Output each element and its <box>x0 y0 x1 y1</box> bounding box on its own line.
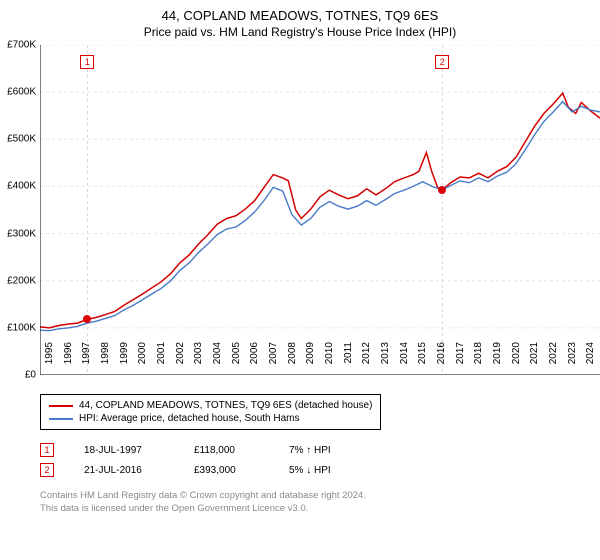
x-tick-label: 2014 <box>399 342 410 364</box>
footnote-line-1: Contains HM Land Registry data © Crown c… <box>40 490 366 503</box>
x-tick-label: 2004 <box>212 342 223 364</box>
x-tick-label: 2010 <box>324 342 335 364</box>
sales-price: £118,000 <box>194 445 289 456</box>
legend: 44, COPLAND MEADOWS, TOTNES, TQ9 6ES (de… <box>40 394 381 430</box>
y-tick-label: £100K <box>7 322 36 333</box>
sale-marker-dot <box>83 315 91 323</box>
x-tick-label: 1999 <box>119 342 130 364</box>
x-tick-label: 2018 <box>473 342 484 364</box>
y-tick-label: £600K <box>7 87 36 98</box>
x-tick-label: 2024 <box>585 342 596 364</box>
line-chart-svg <box>40 45 600 375</box>
legend-swatch <box>49 418 73 420</box>
chart-title: 44, COPLAND MEADOWS, TOTNES, TQ9 6ES <box>0 0 600 23</box>
y-tick-label: £300K <box>7 228 36 239</box>
x-tick-label: 2005 <box>231 342 242 364</box>
legend-swatch <box>49 405 73 407</box>
x-tick-label: 1998 <box>100 342 111 364</box>
x-tick-label: 2003 <box>193 342 204 364</box>
sales-delta: 5% ↓ HPI <box>289 465 379 476</box>
x-tick-label: 2021 <box>529 342 540 364</box>
y-tick-label: £0 <box>25 370 36 381</box>
footnote: Contains HM Land Registry data © Crown c… <box>40 490 366 516</box>
sale-marker-box: 1 <box>80 55 94 69</box>
sales-date: 18-JUL-1997 <box>84 445 194 456</box>
x-tick-label: 1997 <box>81 342 92 364</box>
footnote-line-2: This data is licensed under the Open Gov… <box>40 503 366 516</box>
chart-subtitle: Price paid vs. HM Land Registry's House … <box>0 23 600 45</box>
sales-price: £393,000 <box>194 465 289 476</box>
x-tick-label: 1996 <box>63 342 74 364</box>
x-tick-label: 2016 <box>436 342 447 364</box>
x-tick-label: 2017 <box>455 342 466 364</box>
x-tick-label: 2000 <box>137 342 148 364</box>
y-axis-labels: £0£100K£200K£300K£400K£500K£600K£700K <box>0 45 38 375</box>
chart-area: £0£100K£200K£300K£400K£500K£600K£700K 12 <box>40 45 600 375</box>
x-tick-label: 2013 <box>380 342 391 364</box>
legend-label: HPI: Average price, detached house, Sout… <box>79 413 300 424</box>
x-tick-label: 2002 <box>175 342 186 364</box>
x-tick-label: 1995 <box>44 342 55 364</box>
x-tick-label: 2011 <box>343 342 354 364</box>
legend-label: 44, COPLAND MEADOWS, TOTNES, TQ9 6ES (de… <box>79 400 372 411</box>
y-tick-label: £700K <box>7 40 36 51</box>
y-tick-label: £400K <box>7 181 36 192</box>
x-axis-labels: 1995 1996 1997 1998 1999 2000 2001 2002 2003 2004… <box>40 336 600 386</box>
sales-date: 21-JUL-2016 <box>84 465 194 476</box>
x-tick-label: 2012 <box>361 342 372 364</box>
x-tick-label: 2019 <box>492 342 503 364</box>
x-tick-label: 2023 <box>567 342 578 364</box>
x-tick-label: 2008 <box>287 342 298 364</box>
sale-marker-box: 2 <box>435 55 449 69</box>
x-tick-label: 2020 <box>511 342 522 364</box>
legend-item: 44, COPLAND MEADOWS, TOTNES, TQ9 6ES (de… <box>49 399 372 412</box>
x-tick-label: 2015 <box>417 342 428 364</box>
y-tick-label: £500K <box>7 134 36 145</box>
x-tick-label: 2006 <box>249 342 260 364</box>
sales-marker-num: 2 <box>40 463 54 477</box>
sales-delta: 7% ↑ HPI <box>289 445 379 456</box>
sales-marker-num: 1 <box>40 443 54 457</box>
legend-item: HPI: Average price, detached house, Sout… <box>49 412 372 425</box>
x-tick-label: 2022 <box>548 342 559 364</box>
x-tick-label: 2001 <box>156 342 167 364</box>
sale-marker-dot <box>438 186 446 194</box>
x-tick-label: 2009 <box>305 342 316 364</box>
sales-row: 1 18-JUL-1997£118,0007% ↑ HPI <box>40 440 379 460</box>
y-tick-label: £200K <box>7 275 36 286</box>
sales-table: 1 18-JUL-1997£118,0007% ↑ HPI 2 21-JUL-2016… <box>40 440 379 480</box>
sales-row: 2 21-JUL-2016£393,0005% ↓ HPI <box>40 460 379 480</box>
x-tick-label: 2007 <box>268 342 279 364</box>
